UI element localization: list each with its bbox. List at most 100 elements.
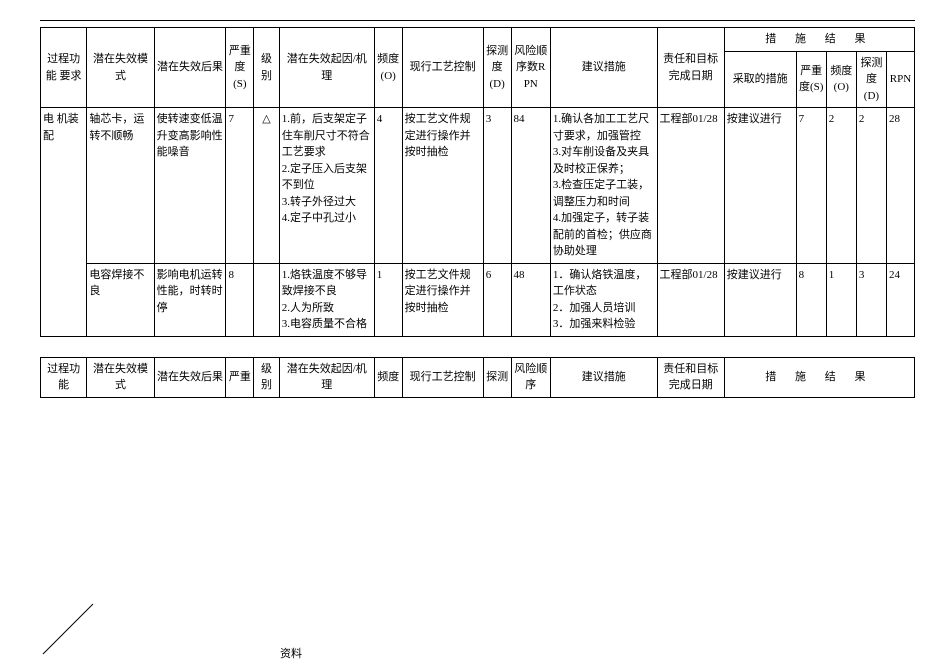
col-rpn2: RPN [887, 51, 915, 108]
col-occurrence: 频度(O) [374, 28, 402, 108]
col2-label: 措 施 结 果 [765, 371, 873, 383]
col2-recommended: 建议措施 [550, 357, 657, 397]
cell-text: 1.前，后支架定子住车削尺寸不符合工艺要求 2.定子压入后支架不到位 3.转子外… [282, 113, 370, 224]
cell-text: 3 [486, 113, 492, 125]
cell-detection: 3 [483, 108, 511, 264]
cell-text: △ [262, 113, 270, 125]
col2-label: 潜在失效后果 [157, 371, 223, 383]
cell-text: 8 [228, 269, 234, 281]
col-rpn-label: 风险顺序数RPN [514, 45, 547, 90]
cell-failure-mode: 电容焊接不良 [87, 263, 154, 336]
col2-results-group: 措 施 结 果 [724, 357, 914, 397]
cell-text: 1．确认烙铁温度，工作状态 2．加强人员培训 3．加强来料检验 [553, 269, 647, 331]
fmea-table: 过程功能 要求 潜在失效模式 潜在失效后果 严重度(S) 级别 潜在失效起因/机… [40, 27, 915, 337]
cell-action-taken: 按建议进行 [724, 108, 796, 264]
cell-responsibility: 工程部01/28 [657, 263, 724, 336]
cell-process-text: 电 机装 配 [43, 113, 79, 142]
cell-sev2: 8 [796, 263, 826, 336]
col2-failure-effect: 潜在失效后果 [154, 357, 226, 397]
table-header: 过程功能 要求 潜在失效模式 潜在失效后果 严重度(S) 级别 潜在失效起因/机… [41, 28, 915, 108]
col2-label: 探测 [486, 371, 508, 383]
col2-detection: 探测 [483, 357, 511, 397]
cell-text: 1.烙铁温度不够导致焊接不良 2.人为所致 3.电容质量不合格 [282, 269, 367, 331]
table-row: 电容焊接不良 影响电机运转性能，时转时停 8 1.烙铁温度不够导致焊接不良 2.… [41, 263, 915, 336]
col2-failure-mode: 潜在失效模式 [87, 357, 154, 397]
cell-process: 电 机装 配 [41, 108, 87, 337]
cell-rpn2: 28 [887, 108, 915, 264]
cell-text: 影响电机运转性能，时转时停 [157, 269, 223, 314]
cell-sev2: 7 [796, 108, 826, 264]
col2-process: 过程功能 [41, 357, 87, 397]
col-responsibility: 责任和目标完成日期 [657, 28, 724, 108]
col2-label: 过程功能 [47, 363, 80, 392]
col-control-label: 现行工艺控制 [410, 61, 476, 73]
top-rule [40, 20, 915, 21]
col-results-group-label: 措 施 结 果 [765, 33, 873, 45]
cell-text: 按工艺文件规定进行操作并按时抽检 [405, 269, 471, 314]
cell-rpn2: 24 [887, 263, 915, 336]
cell-text: 按建议进行 [727, 269, 782, 281]
cell-text: 84 [514, 113, 525, 125]
col-control: 现行工艺控制 [402, 28, 483, 108]
col-sev2: 严重度(S) [796, 51, 826, 108]
table-row: 电 机装 配 轴芯卡，运转不顺畅 使转速变低温升变高影响性能噪音 7 △ 1.前… [41, 108, 915, 264]
cell-cause: 1.烙铁温度不够导致焊接不良 2.人为所致 3.电容质量不合格 [279, 263, 374, 336]
cell-text: 6 [486, 269, 492, 281]
col2-label: 现行工艺控制 [410, 371, 476, 383]
col-severity-label: 严重度(S) [229, 45, 251, 90]
col-class-label: 级别 [261, 53, 272, 82]
footer-label: 资料 [280, 645, 302, 661]
cell-det2: 3 [856, 263, 886, 336]
col2-control: 现行工艺控制 [402, 357, 483, 397]
cell-text: 7 [228, 113, 234, 125]
cell-text: 8 [799, 269, 805, 281]
col-process: 过程功能 要求 [41, 28, 87, 108]
col-failure-effect-label: 潜在失效后果 [157, 61, 223, 73]
col-cause: 潜在失效起因/机理 [279, 28, 374, 108]
col2-occurrence: 频度 [374, 357, 402, 397]
col-failure-effect: 潜在失效后果 [154, 28, 226, 108]
cell-failure-effect: 影响电机运转性能，时转时停 [154, 263, 226, 336]
col-results-group: 措 施 结 果 [724, 28, 914, 52]
cell-text: 工程部01/28 [660, 113, 718, 125]
col2-label: 潜在失效模式 [93, 363, 148, 392]
col2-responsibility: 责任和目标完成日期 [657, 357, 724, 397]
cell-recommended: 1．确认烙铁温度，工作状态 2．加强人员培训 3．加强来料检验 [550, 263, 657, 336]
cell-text: 使转速变低温升变高影响性能噪音 [157, 113, 223, 158]
page-cut-slash-icon [38, 599, 98, 659]
col2-label: 潜在失效起因/机理 [287, 363, 367, 392]
col-responsibility-label: 责任和目标完成日期 [663, 53, 718, 82]
col-det2-label: 探测度(D) [860, 57, 882, 102]
cell-text: 按建议进行 [727, 113, 782, 125]
cell-responsibility: 工程部01/28 [657, 108, 724, 264]
col-failure-mode: 潜在失效模式 [87, 28, 154, 108]
col-recommended: 建议措施 [550, 28, 657, 108]
cell-text: 2 [829, 113, 835, 125]
cell-text: 7 [799, 113, 805, 125]
col-process-label: 过程功能 要求 [46, 53, 82, 82]
cell-occ2: 2 [826, 108, 856, 264]
col-det2: 探测度(D) [856, 51, 886, 108]
cell-text: 48 [514, 269, 525, 281]
col-cause-label: 潜在失效起因/机理 [287, 53, 367, 82]
cell-text: 工程部01/28 [660, 269, 718, 281]
col-action-taken-label: 采取的措施 [733, 73, 788, 85]
col-detection: 探测度(D) [483, 28, 511, 108]
col-occ2-label: 频度(O) [830, 65, 852, 94]
cell-occurrence: 1 [374, 263, 402, 336]
col-class: 级别 [254, 28, 279, 108]
col-severity: 严重度(S) [226, 28, 254, 108]
cell-text: 3 [859, 269, 865, 281]
cell-severity: 7 [226, 108, 254, 264]
cell-text: 24 [889, 269, 900, 281]
cell-action-taken: 按建议进行 [724, 263, 796, 336]
cell-text: 28 [889, 113, 900, 125]
col-occurrence-label: 频度(O) [377, 53, 399, 82]
cell-text: 1 [377, 269, 383, 281]
fmea-table-footer: 过程功能 潜在失效模式 潜在失效后果 严重 级别 潜在失效起因/机理 频度 现行… [40, 357, 915, 398]
cell-text: 4 [377, 113, 383, 125]
cell-text: 2 [859, 113, 865, 125]
cell-rpn: 48 [511, 263, 550, 336]
cell-text: 1.确认各加工工艺尺寸要求，加强管控 3.对车削设备及夹具及时校正保养； 3.检… [553, 113, 652, 257]
cell-severity: 8 [226, 263, 254, 336]
